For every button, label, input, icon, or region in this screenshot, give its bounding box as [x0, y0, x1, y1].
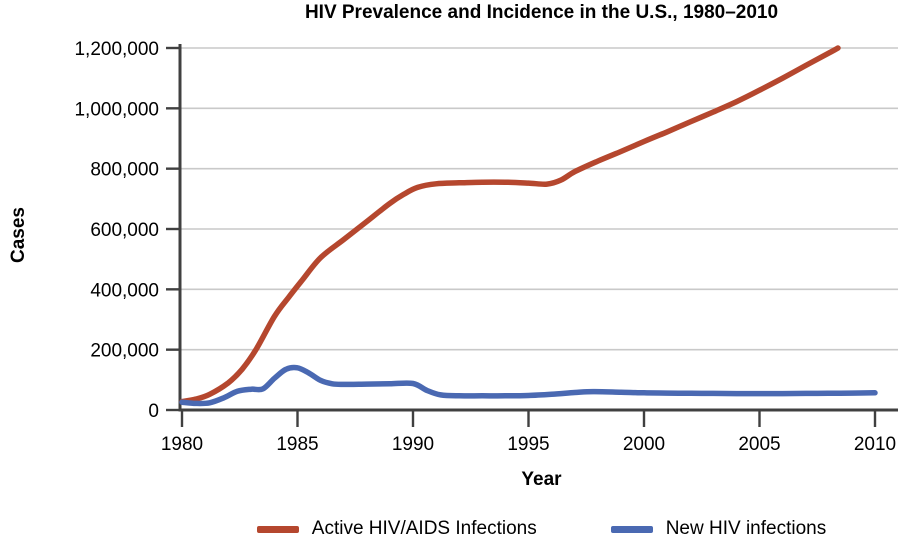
y-tick-label: 1,000,000	[74, 99, 159, 120]
x-tick-label: 2010	[854, 434, 896, 455]
y-tick-label: 800,000	[90, 160, 159, 181]
y-tick-label: 0	[148, 401, 159, 422]
chart-title: HIV Prevalence and Incidence in the U.S.…	[304, 2, 779, 23]
x-tick-label: 1990	[392, 434, 434, 455]
legend-item-new-infections: New HIV infections	[610, 518, 827, 540]
legend-label-active-infections: Active HIV/AIDS Infections	[311, 518, 537, 539]
x-tick-label: 1980	[161, 434, 203, 455]
y-tick-label: 1,200,000	[74, 39, 159, 60]
legend-item-active-infections: Active HIV/AIDS Infections	[256, 518, 537, 540]
series-line-active-hiv-aids-infections	[179, 45, 841, 405]
y-tick-label: 200,000	[90, 341, 159, 362]
x-axis-title: Year	[521, 469, 562, 490]
series-line-new-hiv-infections	[179, 364, 878, 407]
x-tick-label: 2000	[623, 434, 665, 455]
prevalence-line-swatch	[256, 525, 299, 533]
legend: Active HIV/AIDS Infections New HIV infec…	[180, 518, 903, 540]
y-tick-label: 400,000	[90, 280, 159, 301]
legend-label-new-infections: New HIV infections	[665, 518, 827, 539]
incidence-line-swatch	[610, 525, 653, 533]
x-tick-label: 1985	[276, 434, 318, 455]
y-tick-label: 600,000	[90, 220, 159, 241]
x-tick-label: 1995	[507, 434, 549, 455]
x-tick-label: 2005	[738, 434, 780, 455]
